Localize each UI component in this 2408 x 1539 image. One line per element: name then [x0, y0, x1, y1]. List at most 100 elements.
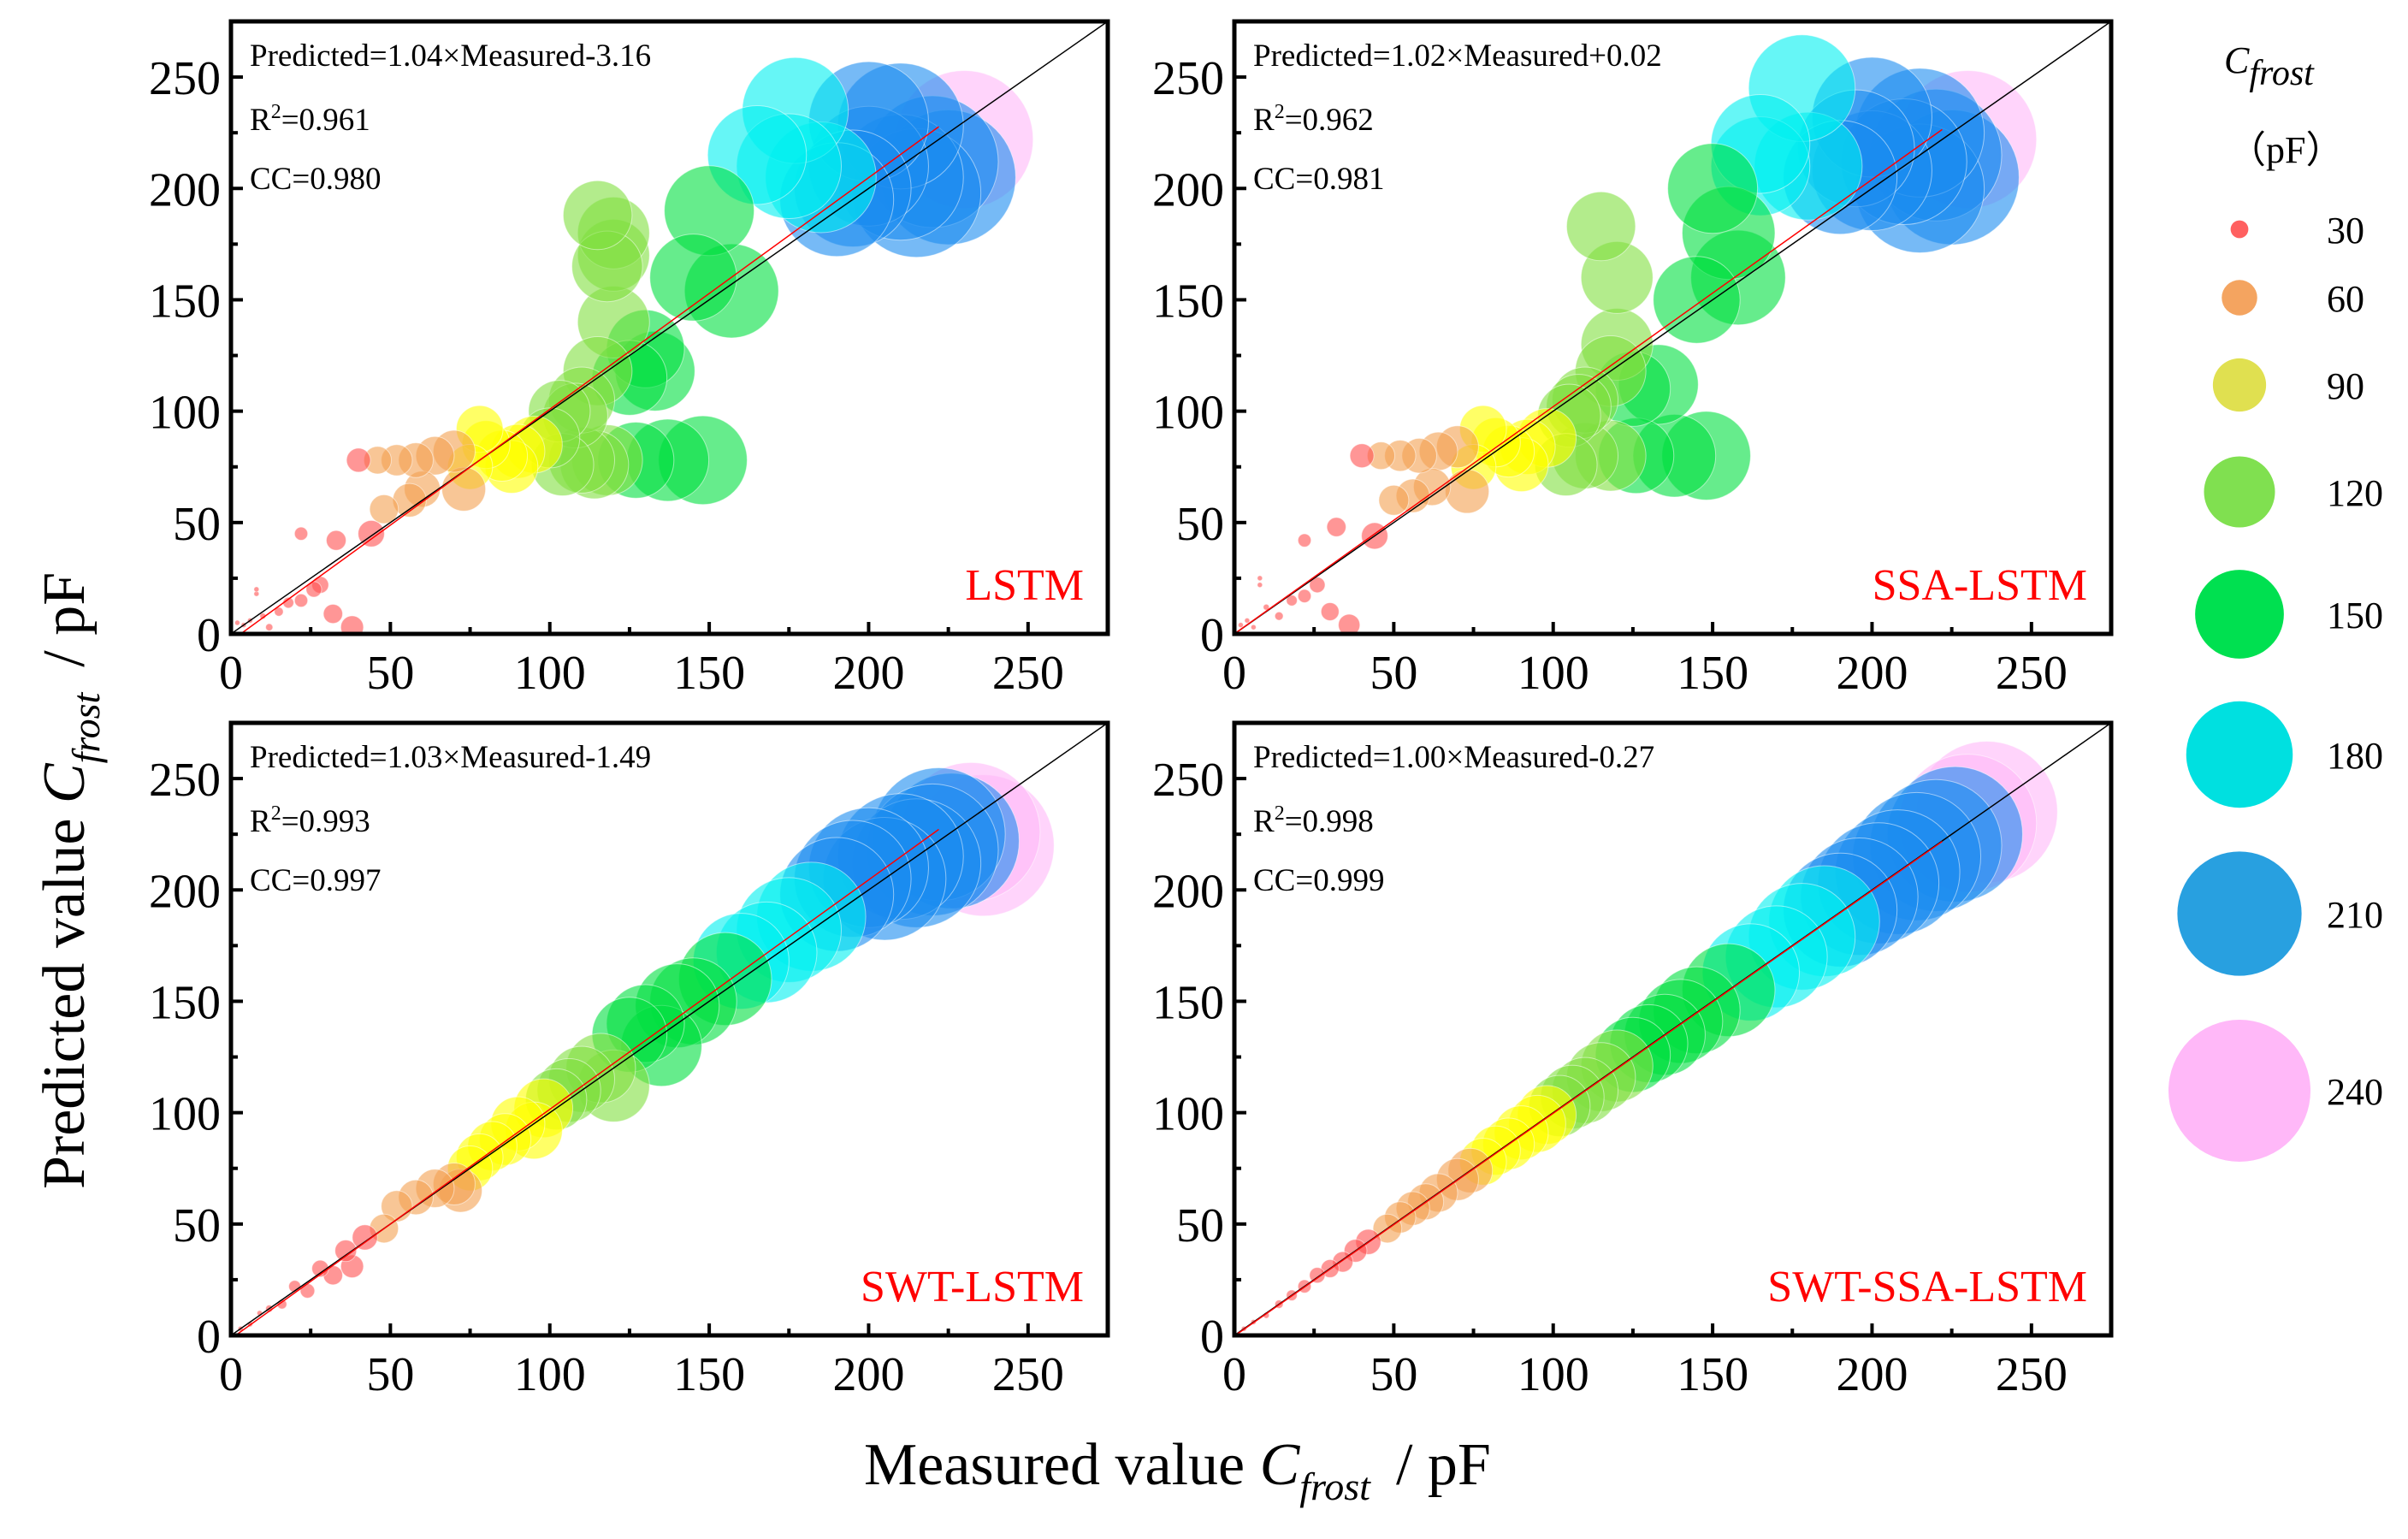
panel-ssa-lstm: 00 50 50 100 100 150 150 200 200 250 250 Predicted=… [1152, 19, 2114, 700]
model-label: LSTM [965, 561, 1084, 610]
r2-value: =0.961 [281, 103, 370, 138]
x-tick-label: 0 [1222, 1348, 1246, 1401]
model-label: SSA-LSTM [1873, 561, 2087, 610]
legend-bubble-90 [2212, 358, 2267, 412]
y-tick-label: 200 [1152, 865, 1224, 918]
y-tick-label: 50 [173, 1199, 221, 1252]
legend-title: Cfrost [2224, 39, 2315, 93]
x-tick-label: 150 [673, 647, 745, 700]
y-tick-label: 100 [1152, 387, 1224, 440]
data-point [1237, 622, 1244, 629]
legend-label-180: 180 [2327, 735, 2383, 777]
x-axis-title: Measured value Cfrost / pF [864, 1432, 1491, 1508]
identity-line [1234, 21, 2111, 634]
y-tick-label: 200 [1152, 163, 1224, 216]
y-tick-label: 150 [149, 976, 221, 1029]
x-tick-label: 200 [1836, 647, 1908, 700]
y-tick-label: 200 [149, 865, 221, 918]
r-squared: R2=0.962 [1253, 101, 1374, 138]
y-tick-label: 250 [149, 52, 221, 105]
x-tick-label: 250 [992, 1348, 1064, 1401]
data-point [322, 603, 343, 624]
r2-prefix: R [250, 804, 271, 839]
x-tick-label: 250 [1996, 1348, 2068, 1401]
legend-unit: （pF） [2228, 129, 2343, 171]
data-point [1320, 601, 1340, 621]
y-tick-label: 0 [197, 609, 221, 662]
model-label: SWT-LSTM [861, 1263, 1084, 1311]
legend-bubble-180 [2186, 701, 2293, 808]
y-tick-label: 200 [149, 163, 221, 216]
y-tick-label: 0 [197, 1311, 221, 1364]
data-point [649, 234, 737, 322]
legend-label-150: 150 [2327, 595, 2383, 636]
fit-line [240, 126, 939, 634]
plot-frame [1232, 19, 2114, 636]
fit-line [1234, 128, 1943, 634]
x-tick-label: 100 [1518, 1348, 1589, 1401]
r-squared: R2=0.993 [250, 802, 370, 839]
x-tick-label: 100 [1518, 647, 1589, 700]
x-tick-label: 100 [514, 647, 586, 700]
data-point [253, 586, 260, 593]
regression-equation: Predicted=1.02×Measured+0.02 [1253, 38, 1662, 74]
x-tick-label: 100 [514, 1348, 586, 1401]
y-tick-label: 0 [1200, 1311, 1224, 1364]
y-tick-label: 100 [1152, 1088, 1224, 1141]
regression-equation: Predicted=1.03×Measured-1.49 [250, 740, 651, 775]
data-point [1378, 484, 1410, 516]
data-point [340, 615, 364, 634]
x-tick-label: 0 [1222, 647, 1246, 700]
r2-value: =0.993 [281, 804, 370, 839]
r2-sup: 2 [1275, 101, 1285, 123]
data-point [1338, 613, 1361, 634]
y-tick-label: 150 [1152, 976, 1224, 1029]
legend-bubble-240 [2168, 1020, 2310, 1162]
legend-bubble-150 [2195, 570, 2284, 659]
panel-swt-ssa-lstm: 00 50 50 100 100 150 150 200 200 250 250 Predicted=… [1152, 720, 2114, 1401]
legend-label-90: 90 [2327, 365, 2364, 407]
data-point [274, 607, 284, 617]
x-tick-label: 50 [366, 647, 414, 700]
y-tick-label: 100 [149, 387, 221, 440]
r2-sup: 2 [271, 101, 281, 123]
x-tick-label: 250 [1996, 647, 2068, 700]
data-point [352, 1224, 378, 1251]
r-squared: R2=0.961 [250, 101, 370, 138]
legend-bubble-60 [2222, 280, 2257, 316]
data-point [325, 530, 347, 551]
model-label: SWT-SSA-LSTM [1767, 1263, 2087, 1311]
bubbles [1234, 21, 2111, 634]
r2-sup: 2 [1275, 802, 1285, 825]
bubbles [1234, 723, 2111, 1335]
r2-value: =0.998 [1285, 804, 1374, 839]
data-point [1565, 191, 1636, 262]
y-tick-label: 0 [1200, 609, 1224, 662]
x-tick-label: 50 [366, 1348, 414, 1401]
y-tick-label: 50 [1176, 1199, 1224, 1252]
legend-label-30: 30 [2327, 210, 2364, 252]
x-tick-label: 150 [1677, 647, 1748, 700]
regression-equation: Predicted=1.04×Measured-3.16 [250, 38, 651, 74]
y-tick-label: 50 [1176, 498, 1224, 551]
fit-line [1234, 841, 1943, 1335]
data-point [1250, 624, 1257, 630]
data-point [1297, 533, 1312, 548]
legend-label-210: 210 [2327, 894, 2383, 936]
fit-line [234, 828, 939, 1335]
x-tick-label: 50 [1370, 647, 1417, 700]
y-tick-label: 150 [1152, 275, 1224, 328]
x-tick-label: 200 [832, 1348, 904, 1401]
r2-sup: 2 [271, 802, 281, 825]
data-point [1349, 443, 1375, 469]
x-tick-label: 200 [1836, 1348, 1908, 1401]
r2-value: =0.962 [1285, 103, 1374, 138]
data-point [369, 494, 399, 524]
data-point [1297, 589, 1312, 603]
data-point [1309, 577, 1326, 594]
data-point [265, 623, 274, 631]
panel-swt-lstm: 00 50 50 100 100 150 150 200 200 250 250 Predicted=… [149, 720, 1110, 1401]
y-tick-label: 250 [149, 754, 221, 807]
